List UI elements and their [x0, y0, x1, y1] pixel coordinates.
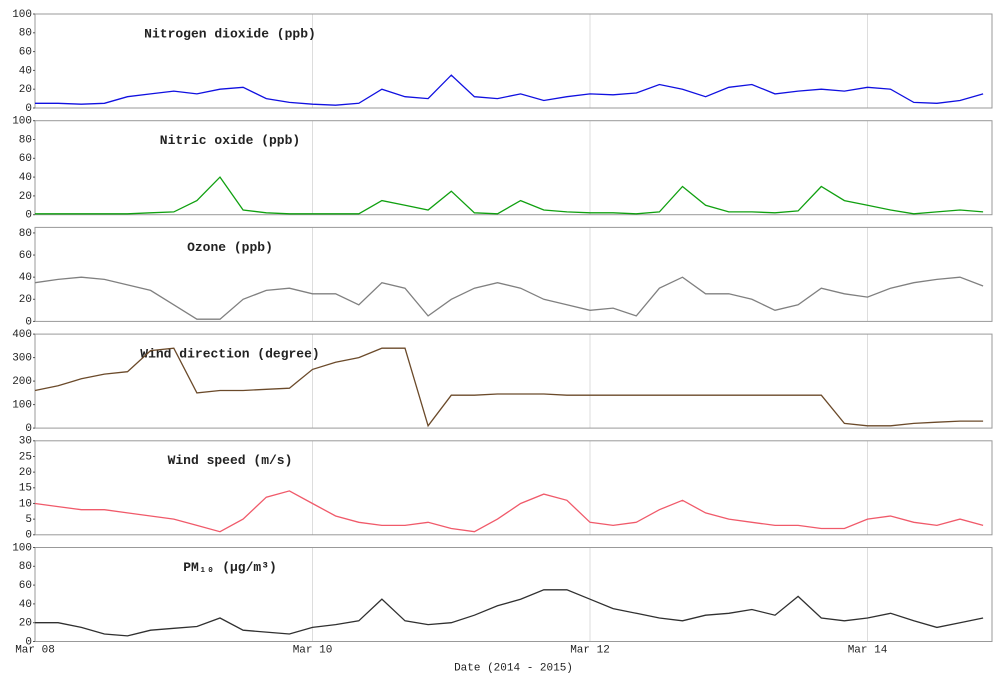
y-tick-label: 20: [19, 294, 32, 306]
panel-frame: [34, 226, 993, 322]
panel-title: Nitric oxide (ppb): [160, 133, 300, 148]
y-tick-label: 40: [19, 272, 32, 284]
y-tick-label: 80: [19, 561, 32, 573]
y-tick-label: 20: [19, 191, 32, 203]
y-tick-label: 25: [19, 451, 32, 463]
x-tick-label: Mar 12: [570, 644, 610, 656]
panel-title: Wind direction (degree): [140, 347, 319, 362]
panel-title: Wind speed (m/s): [168, 453, 293, 468]
y-tick-label: 300: [12, 353, 32, 365]
y-tick-label: 5: [25, 514, 32, 526]
y-tick-label: 400: [12, 329, 32, 341]
data-line: [35, 589, 984, 637]
y-tick-label: 100: [12, 116, 32, 128]
y-tick-label: 0: [25, 210, 32, 222]
y-tick-label: 60: [19, 47, 32, 59]
panel-frame: [34, 120, 993, 216]
data-line: [35, 176, 984, 215]
y-tick-label: 200: [12, 376, 32, 388]
panel-title: Nitrogen dioxide (ppb): [144, 26, 316, 41]
y-tick-label: 0: [25, 423, 32, 435]
x-axis-label: Date (2014 - 2015): [454, 662, 573, 674]
y-tick-label: 100: [12, 400, 32, 412]
y-tick-label: 20: [19, 467, 32, 479]
panel-frame: [34, 13, 993, 109]
y-tick-label: 40: [19, 599, 32, 611]
y-tick-label: 80: [19, 28, 32, 40]
y-tick-label: 0: [25, 103, 32, 115]
y-tick-label: 20: [19, 618, 32, 630]
y-tick-label: 0: [25, 636, 32, 648]
data-line: [35, 74, 984, 106]
y-tick-label: 30: [19, 436, 32, 448]
y-tick-label: 80: [19, 134, 32, 146]
data-line: [34, 276, 984, 320]
x-tick-label: Mar 10: [293, 644, 333, 656]
data-line: [34, 347, 984, 428]
x-tick-label: Mar 14: [848, 644, 888, 656]
y-tick-label: 60: [19, 250, 32, 262]
y-tick-label: 15: [19, 483, 32, 495]
y-tick-label: 60: [19, 580, 32, 592]
panel-title: Ozone (ppb): [187, 240, 273, 255]
y-tick-label: 20: [19, 84, 32, 96]
y-tick-label: 40: [19, 172, 32, 184]
y-tick-label: 80: [19, 228, 32, 240]
y-tick-label: 100: [12, 542, 32, 554]
y-tick-label: 60: [19, 153, 32, 165]
x-tick-label: Mar 08: [15, 644, 55, 656]
data-line: [34, 490, 984, 533]
panel-frame: [34, 547, 993, 642]
y-tick-label: 100: [12, 9, 32, 21]
panel-title: PM₁₀ (µg/m³): [183, 560, 277, 575]
y-tick-label: 40: [19, 65, 32, 77]
y-tick-label: 0: [25, 530, 32, 542]
y-tick-label: 0: [25, 316, 32, 328]
y-tick-label: 10: [19, 498, 32, 510]
